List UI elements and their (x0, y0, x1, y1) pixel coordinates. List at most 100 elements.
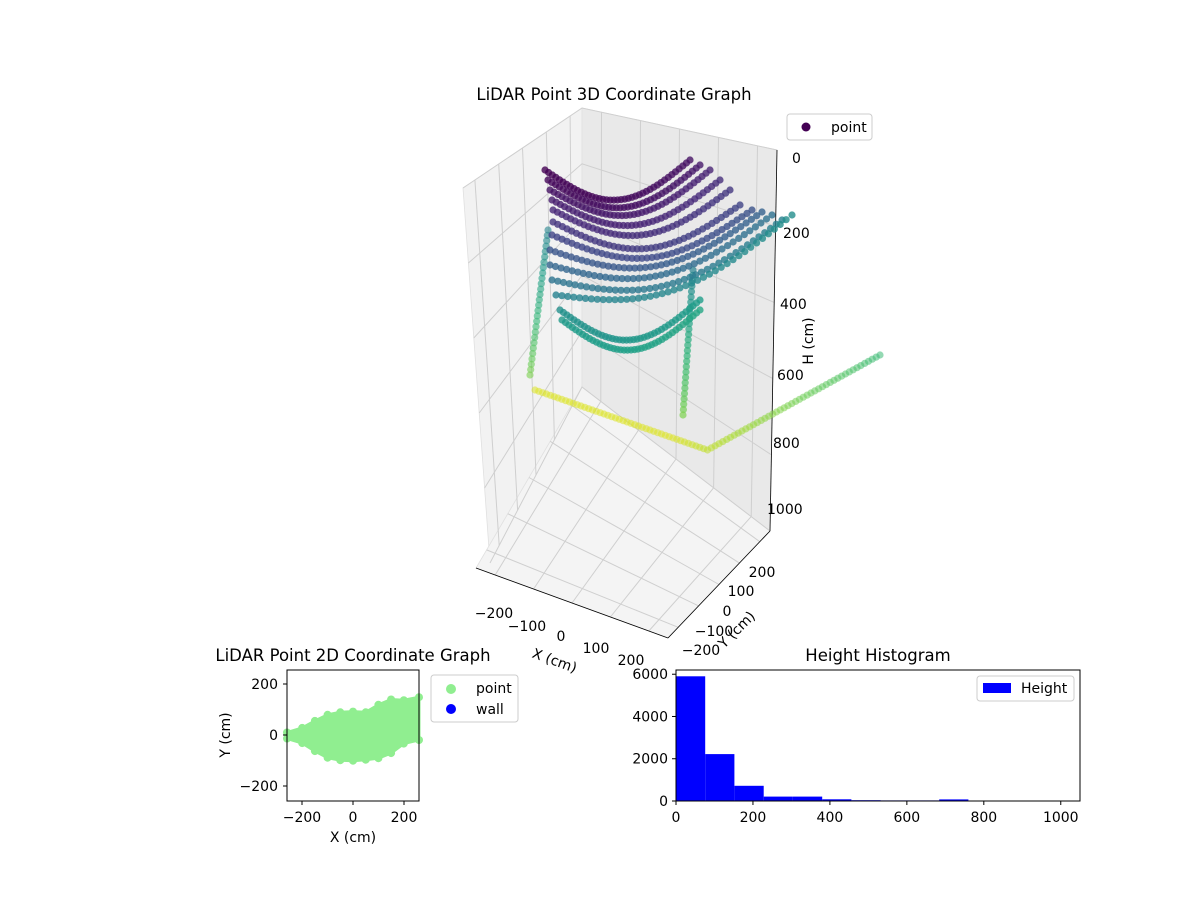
data-point (716, 176, 724, 184)
histogram-x-ticks: 0 200 400 600 800 1000 (672, 801, 1079, 826)
data-point (537, 280, 545, 288)
histogram-bar (939, 799, 969, 801)
data-point (717, 263, 725, 271)
data-point (620, 264, 628, 272)
data-point (640, 285, 648, 293)
chart-3d-y-ticks: −200 −100 0 100 200 (682, 565, 776, 659)
data-point (716, 236, 724, 244)
data-point (611, 296, 619, 304)
data-point (741, 248, 749, 256)
histogram-x-tick-label: 400 (817, 810, 844, 826)
data-point (540, 258, 548, 266)
chart-2d-x-ticks: −200 0 200 (283, 801, 418, 826)
data-point (700, 245, 708, 253)
data-point (529, 344, 537, 352)
chart-2d-title: LiDAR Point 2D Coordinate Graph (215, 646, 490, 665)
data-point (652, 291, 660, 299)
data-point (663, 281, 671, 289)
histogram-x-tick-label: 200 (740, 810, 767, 826)
histogram-title: Height Histogram (805, 646, 950, 665)
chart-3d-y-tick-label: −100 (695, 624, 733, 640)
data-point (374, 754, 383, 763)
chart-2d-y-tick-label: 200 (251, 677, 278, 693)
chart-2d-legend: point wall (430, 674, 519, 723)
data-point (680, 275, 688, 284)
chart-2d-legend-point-marker (446, 684, 456, 694)
data-point (605, 286, 614, 294)
data-point (613, 274, 621, 282)
chart-3d-y-tick-label: 0 (723, 604, 732, 620)
chart-3d-y-tick-label: 200 (749, 565, 776, 581)
data-point (617, 296, 625, 304)
data-point (682, 363, 690, 371)
chart-2d: LiDAR Point 2D Coordinate Graph −200 0 2… (215, 646, 519, 846)
chart-3d-points (526, 156, 884, 454)
data-point (686, 156, 694, 164)
data-point (548, 276, 556, 284)
data-point (611, 286, 619, 294)
data-point (729, 256, 737, 264)
histogram-bar (822, 799, 852, 801)
histogram-x-tick-label: 1000 (1043, 810, 1079, 826)
data-point (758, 234, 767, 242)
data-point (670, 286, 678, 294)
data-point (634, 286, 642, 294)
data-point (718, 245, 726, 253)
data-point (682, 282, 690, 290)
data-point (723, 260, 731, 268)
data-point (323, 753, 332, 762)
data-point (647, 263, 655, 271)
histogram-legend-box (976, 675, 1075, 702)
data-point (604, 262, 612, 270)
data-point (399, 739, 408, 748)
data-point (705, 270, 714, 278)
data-point (690, 260, 698, 268)
data-point (563, 265, 571, 273)
data-point (585, 270, 593, 279)
chart-3d-legend-marker (801, 122, 811, 132)
data-point (526, 371, 534, 379)
data-point (683, 352, 691, 360)
chart-3d-y-tick-label: 100 (728, 584, 755, 600)
data-point (349, 707, 357, 716)
data-point (552, 291, 560, 299)
data-point (625, 264, 634, 272)
data-point (587, 295, 596, 303)
gridline (549, 440, 740, 564)
gridline (528, 477, 720, 585)
data-point (669, 279, 677, 287)
data-point (527, 360, 535, 368)
data-point (533, 317, 541, 325)
data-point (683, 357, 691, 365)
data-point (535, 301, 543, 309)
chart-3d-x-tick-label: −200 (475, 606, 513, 622)
chart-3d-legend-label: point (831, 120, 867, 136)
data-point (558, 292, 566, 300)
chart-3d-z-tick-label: 800 (773, 436, 800, 452)
data-point (646, 292, 655, 300)
data-point (624, 275, 632, 283)
data-point (758, 208, 766, 216)
chart-3d-legend-box (786, 113, 873, 141)
data-point (685, 325, 693, 333)
data-point (361, 755, 370, 764)
chart-3d-z-axis-line (769, 149, 778, 532)
gridline (648, 516, 752, 632)
data-point (876, 351, 884, 359)
data-point (533, 312, 541, 320)
data-point (629, 295, 637, 303)
chart-2d-x-tick-label: 200 (391, 810, 418, 826)
data-point (539, 264, 547, 272)
histogram-legend: Height (976, 675, 1075, 702)
chart-2d-x-axis-label: X (cm) (330, 830, 376, 846)
data-point (361, 708, 370, 717)
data-point (623, 295, 631, 303)
data-point (623, 286, 631, 294)
chart-2d-y-axis-label: Y (cm) (218, 712, 234, 758)
data-point (570, 293, 578, 301)
data-point (615, 263, 623, 272)
data-point (682, 373, 690, 381)
data-point (534, 307, 542, 315)
data-point (530, 339, 538, 347)
data-point (735, 252, 743, 260)
